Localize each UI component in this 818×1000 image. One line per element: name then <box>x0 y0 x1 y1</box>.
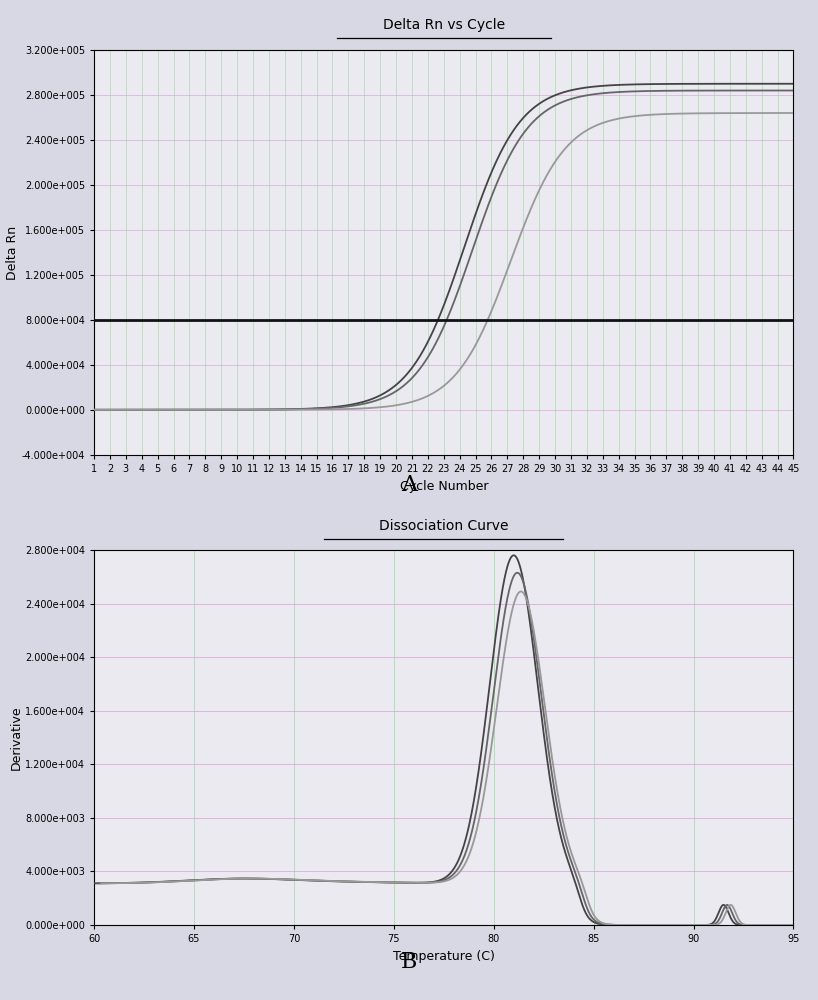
Text: A: A <box>401 474 417 496</box>
Y-axis label: Derivative: Derivative <box>9 705 22 770</box>
Y-axis label: Delta Rn: Delta Rn <box>6 225 19 280</box>
Text: Dissociation Curve: Dissociation Curve <box>379 519 509 533</box>
Text: B: B <box>401 951 417 973</box>
X-axis label: Cycle Number: Cycle Number <box>399 480 488 493</box>
Text: Delta Rn vs Cycle: Delta Rn vs Cycle <box>383 18 505 32</box>
X-axis label: Temperature (C): Temperature (C) <box>393 950 495 963</box>
